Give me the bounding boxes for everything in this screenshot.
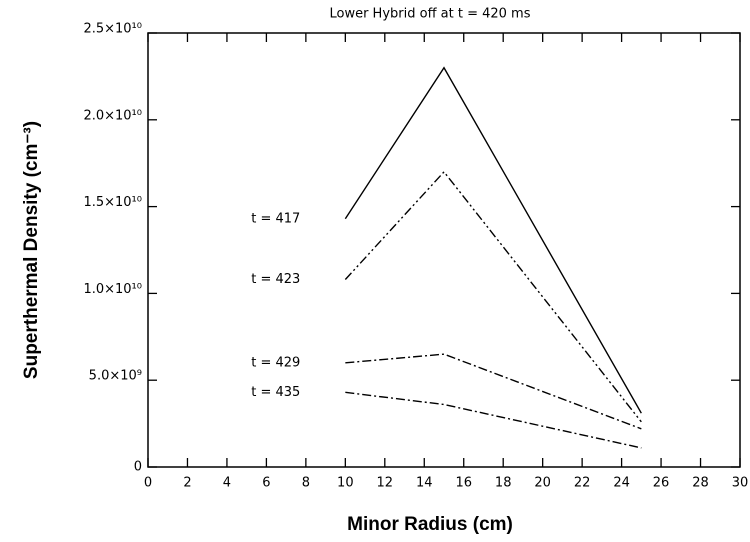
x-tick-label: 0 [144, 476, 152, 491]
series-line [345, 391, 642, 449]
x-tick-label: 12 [377, 476, 394, 491]
x-tick-label: 30 [732, 476, 749, 491]
x-tick-label: 24 [613, 476, 630, 491]
y-tick-label: 1.5×10¹⁰ [83, 195, 142, 210]
x-tick-label: 2 [183, 476, 191, 491]
x-axis-title: Minor Radius (cm) [347, 514, 513, 535]
x-tick-label: 8 [302, 476, 310, 491]
chart-title: Lower Hybrid off at t = 420 ms [329, 7, 530, 22]
x-tick-label: 14 [416, 476, 433, 491]
x-tick-label: 6 [262, 476, 270, 491]
y-tick-label: 0 [134, 460, 142, 475]
x-tick-label: 22 [574, 476, 591, 491]
y-tick-label: 2.5×10¹⁰ [83, 22, 142, 37]
x-tick-label: 20 [534, 476, 551, 491]
series-label: t = 429 [251, 355, 300, 370]
series-line [344, 66, 642, 414]
x-tick-label: 4 [223, 476, 231, 491]
y-tick-label: 1.0×10¹⁰ [83, 282, 142, 297]
series-line [344, 170, 642, 423]
x-tick-label: 16 [455, 476, 472, 491]
series-label: t = 417 [251, 211, 300, 226]
y-tick-label: 2.0×10¹⁰ [83, 108, 142, 123]
series-label: t = 423 [251, 272, 300, 287]
x-tick-label: 26 [653, 476, 670, 491]
y-tick-label: 5.0×10⁹ [89, 369, 142, 384]
x-tick-label: 28 [692, 476, 709, 491]
y-axis-title: Superthermal Density (cm⁻³) [21, 121, 42, 379]
x-tick-label: 18 [495, 476, 512, 491]
series-label: t = 435 [251, 385, 300, 400]
plot-frame [147, 32, 741, 468]
x-tick-label: 10 [337, 476, 354, 491]
series-line [345, 353, 642, 430]
